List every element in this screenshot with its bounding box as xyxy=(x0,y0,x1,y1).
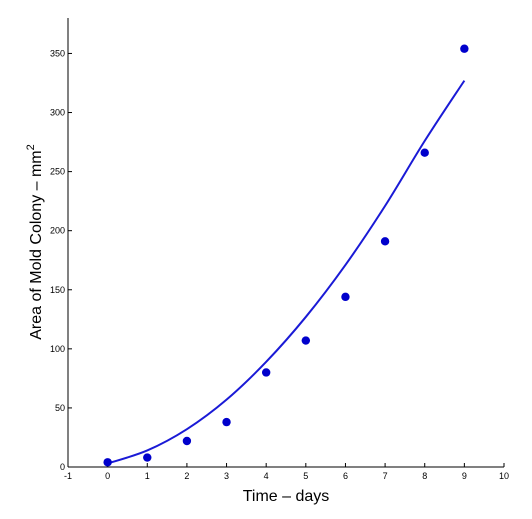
data-point xyxy=(143,453,152,462)
data-points xyxy=(103,44,469,467)
y-tick-label: 0 xyxy=(60,462,65,472)
x-tick-label: 0 xyxy=(105,471,110,481)
y-tick-label: 350 xyxy=(50,48,65,58)
x-tick-label: 6 xyxy=(343,471,348,481)
data-point xyxy=(103,458,112,467)
x-tick-label: 9 xyxy=(462,471,467,481)
y-axis-title-main: Area of Mold Colony – mm xyxy=(28,150,45,339)
y-tick-label: 300 xyxy=(50,108,65,118)
x-ticks: -1 0 1 2 3 4 5 6 7 8 9 10 xyxy=(64,463,509,481)
data-point xyxy=(261,368,271,377)
x-tick-label: 4 xyxy=(264,471,269,481)
y-ticks: 0 50 100 150 200 250 300 350 xyxy=(50,48,72,472)
x-tick-label: -1 xyxy=(64,471,72,481)
y-axis-title-superscript: 2 xyxy=(25,144,37,150)
data-point xyxy=(341,292,350,302)
data-point xyxy=(380,237,390,246)
y-tick-label: 100 xyxy=(50,344,65,354)
x-axis-title: Time – days xyxy=(243,488,330,505)
x-tick-label: 2 xyxy=(184,471,189,481)
y-axis-title: Area of Mold Colony – mm2 xyxy=(25,144,45,340)
y-tick-label: 150 xyxy=(50,285,65,295)
x-tick-label: 10 xyxy=(499,471,509,481)
data-point xyxy=(222,417,231,427)
y-tick-label: 50 xyxy=(55,403,65,413)
x-tick-label: 5 xyxy=(303,471,308,481)
data-point xyxy=(420,148,429,157)
x-tick-label: 1 xyxy=(145,471,150,481)
y-tick-label: 200 xyxy=(50,226,65,236)
y-tick-label: 250 xyxy=(50,167,65,177)
x-tick-label: 3 xyxy=(224,471,229,481)
fit-curve xyxy=(107,80,466,465)
data-point xyxy=(301,336,311,345)
data-point xyxy=(182,436,192,446)
x-tick-label: 7 xyxy=(383,471,388,481)
data-point xyxy=(460,44,469,53)
x-tick-label: 8 xyxy=(422,471,427,481)
